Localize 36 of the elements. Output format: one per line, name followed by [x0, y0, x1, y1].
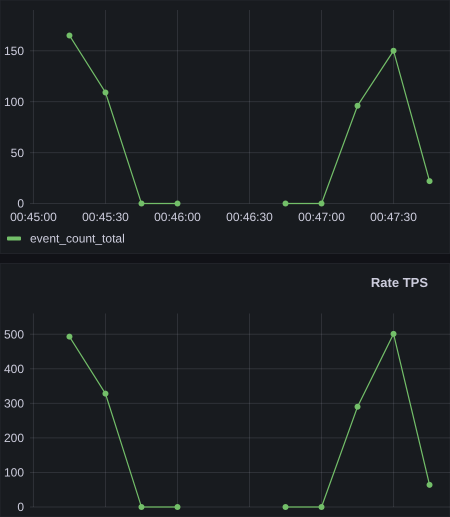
y-tick-label: 100: [4, 94, 24, 109]
point: [138, 504, 144, 510]
point: [102, 89, 108, 96]
point: [66, 334, 72, 340]
legend-label: event_count_total: [30, 232, 125, 246]
point: [102, 390, 108, 397]
x-tick-label: 00:47:30: [370, 210, 418, 224]
y-tick-label: 0: [17, 196, 24, 211]
y-tick-label: 500: [4, 327, 24, 342]
point: [174, 200, 180, 206]
y-tick-label: 200: [4, 431, 24, 446]
point: [66, 32, 72, 38]
x-tick-label: 00:45:30: [82, 210, 130, 224]
point: [390, 48, 397, 54]
x-tick-label: 00:47:00: [298, 210, 346, 224]
x-tick-label: 00:45:00: [10, 210, 58, 224]
point: [282, 200, 289, 206]
y-tick-label: 300: [4, 396, 24, 411]
point: [138, 200, 144, 206]
chart-title: Rate TPS: [370, 275, 428, 290]
x-tick-label: 00:46:30: [226, 210, 274, 224]
point: [426, 178, 433, 184]
point: [318, 504, 325, 510]
point: [354, 404, 361, 410]
y-tick-label: 400: [4, 362, 24, 376]
point: [282, 504, 289, 510]
point: [174, 504, 180, 510]
x-tick-label: 00:46:00: [154, 210, 202, 224]
y-tick-label: 50: [10, 146, 24, 160]
point: [318, 200, 325, 206]
point: [390, 330, 397, 337]
y-tick-label: 0: [17, 500, 24, 514]
y-tick-label: 150: [4, 44, 24, 58]
y-tick-label: 100: [4, 466, 24, 480]
point: [354, 102, 361, 109]
point: [426, 482, 433, 488]
